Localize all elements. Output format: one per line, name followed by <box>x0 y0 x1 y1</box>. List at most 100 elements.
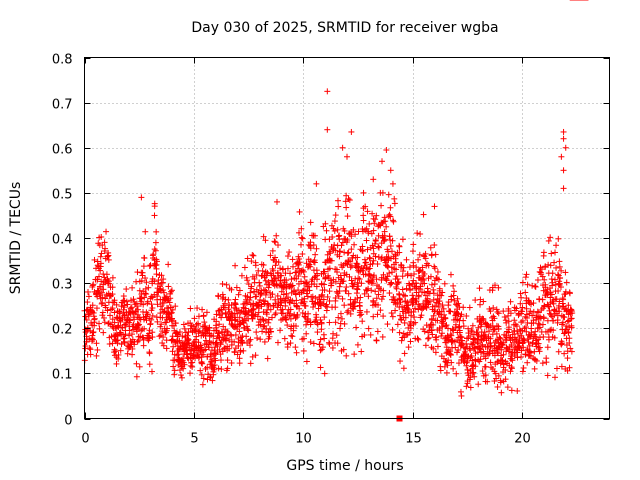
data-point <box>146 361 153 368</box>
data-point <box>141 254 148 261</box>
data-point <box>298 225 305 232</box>
data-point <box>258 303 265 310</box>
data-point <box>220 323 227 330</box>
y-tick-label: 0.4 <box>52 233 73 248</box>
data-point <box>185 336 192 343</box>
data-point <box>231 338 238 345</box>
data-point <box>222 335 229 342</box>
data-point <box>113 301 120 308</box>
data-point <box>320 296 327 303</box>
data-point <box>267 294 274 301</box>
data-point <box>558 153 565 160</box>
data-point <box>300 335 307 342</box>
data-point <box>225 306 232 313</box>
data-point <box>329 233 336 240</box>
data-point <box>218 366 225 373</box>
data-point <box>269 314 276 321</box>
data-point <box>102 302 109 309</box>
data-point <box>296 208 303 215</box>
data-point <box>143 279 150 286</box>
data-point <box>443 344 450 351</box>
data-point <box>252 262 259 269</box>
data-point <box>149 294 156 301</box>
data-point <box>121 302 128 309</box>
data-point <box>274 198 280 205</box>
data-point <box>332 304 339 311</box>
data-point <box>184 332 191 339</box>
data-point <box>121 321 128 328</box>
data-point <box>326 288 333 295</box>
data-point <box>466 304 473 311</box>
data-point <box>522 324 529 331</box>
data-point <box>476 285 483 292</box>
data-point <box>200 313 207 320</box>
data-point <box>132 301 139 308</box>
data-point <box>337 325 344 332</box>
data-point <box>560 167 567 174</box>
data-point <box>328 282 335 289</box>
data-point <box>158 272 165 279</box>
data-point <box>359 318 366 325</box>
data-point <box>151 246 158 253</box>
data-point <box>443 369 450 376</box>
data-point <box>372 237 379 244</box>
data-point <box>212 322 219 329</box>
data-point <box>117 347 124 354</box>
data-point <box>372 288 379 295</box>
data-point <box>494 383 501 390</box>
data-point <box>246 338 253 345</box>
data-point <box>264 355 271 362</box>
data-point <box>259 316 266 323</box>
data-point <box>180 359 187 366</box>
data-point <box>157 310 164 317</box>
data-point <box>165 283 172 290</box>
data-point <box>191 315 198 322</box>
data-point <box>97 260 104 267</box>
data-point <box>193 321 200 328</box>
data-point <box>336 283 343 290</box>
data-point <box>93 352 100 359</box>
data-point <box>272 275 279 282</box>
data-point <box>320 331 327 338</box>
data-point <box>555 348 562 355</box>
data-point <box>287 310 294 317</box>
data-point <box>482 363 489 370</box>
data-point <box>262 277 269 284</box>
data-point <box>134 306 141 313</box>
data-point <box>265 316 272 323</box>
data-point <box>328 257 335 264</box>
data-point <box>240 347 247 354</box>
x-tick-label: 20 <box>514 432 531 447</box>
data-point <box>123 298 130 305</box>
data-point <box>310 340 317 347</box>
data-point <box>97 284 104 291</box>
data-point <box>293 297 300 304</box>
data-point <box>295 287 302 294</box>
data-point <box>157 303 164 310</box>
data-point <box>282 302 289 309</box>
data-point <box>326 341 333 348</box>
data-point <box>383 147 390 154</box>
data-point <box>258 290 265 297</box>
data-point <box>471 373 478 380</box>
data-point <box>275 259 282 266</box>
data-point <box>101 319 108 326</box>
data-point <box>304 283 311 290</box>
data-point <box>149 305 156 312</box>
data-point <box>262 291 269 298</box>
data-point <box>195 339 202 346</box>
data-point <box>254 313 261 320</box>
data-point <box>407 338 414 345</box>
data-point <box>316 294 323 301</box>
data-point <box>566 290 573 297</box>
data-point <box>136 287 143 294</box>
data-point <box>522 289 529 296</box>
data-point <box>134 269 141 276</box>
data-point <box>432 349 439 356</box>
data-point <box>233 284 240 291</box>
data-point <box>318 346 325 353</box>
data-point <box>289 333 296 340</box>
data-point <box>531 283 538 290</box>
data-point <box>260 233 267 240</box>
data-point <box>179 339 186 346</box>
